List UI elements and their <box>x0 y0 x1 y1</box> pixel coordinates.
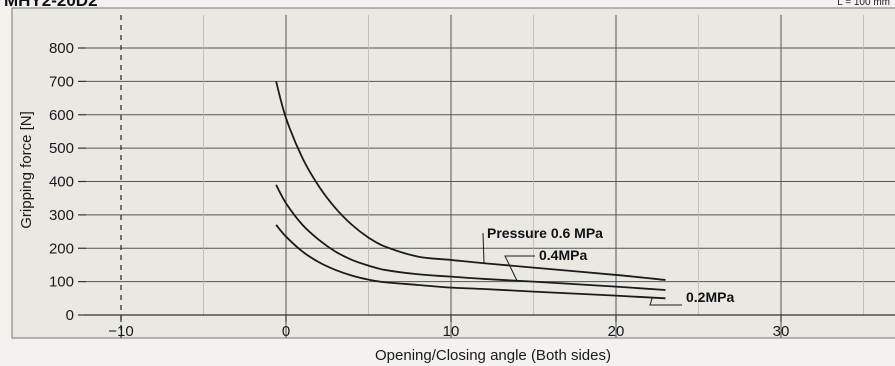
axes: 0 100 200 300 400 500 600 700 800 −10 0 10 20 30 <box>49 40 895 340</box>
x-tick-label: 20 <box>608 323 625 340</box>
x-tick-label: 30 <box>773 323 790 340</box>
annotation-leader-1 <box>482 232 485 264</box>
series-line-1 <box>275 81 666 281</box>
annotation-label-2: 0.4MPa <box>539 247 587 263</box>
y-tick-label: 200 <box>49 240 74 257</box>
y-tick-label: 800 <box>49 40 74 57</box>
series-line-3 <box>275 224 666 300</box>
y-axis-label: Gripping force [N] <box>18 111 35 229</box>
chart-header-title: MHY2-20D2 <box>4 0 98 10</box>
plot-panel <box>11 7 895 339</box>
x-axis-label: Opening/Closing angle (Both sides) <box>375 347 611 364</box>
y-tick-label: 600 <box>49 107 74 124</box>
series-line-2 <box>275 184 666 291</box>
y-tick-label: 700 <box>49 73 74 90</box>
x-tick-label: 10 <box>443 323 460 340</box>
x-tick-label: 0 <box>282 323 290 340</box>
annotation-layer: Pressure 0.6 MPa 0.4MPa 0.2MPa <box>482 225 734 306</box>
annotation-leader-3 <box>649 297 682 306</box>
chart-header-note: L = 100 mm <box>837 0 890 8</box>
x-tick-label: −10 <box>108 323 133 340</box>
y-tick-label: 300 <box>49 207 74 224</box>
annotation-leader-2 <box>504 255 535 281</box>
y-tick-label: 100 <box>49 274 74 291</box>
annotation-label-1: Pressure 0.6 MPa <box>487 225 603 241</box>
annotation-label-3: 0.2MPa <box>686 289 734 305</box>
y-tick-label: 400 <box>49 174 74 191</box>
y-tick-label: 0 <box>66 307 74 324</box>
y-tick-label: 500 <box>49 140 74 157</box>
series-layer <box>275 81 666 300</box>
